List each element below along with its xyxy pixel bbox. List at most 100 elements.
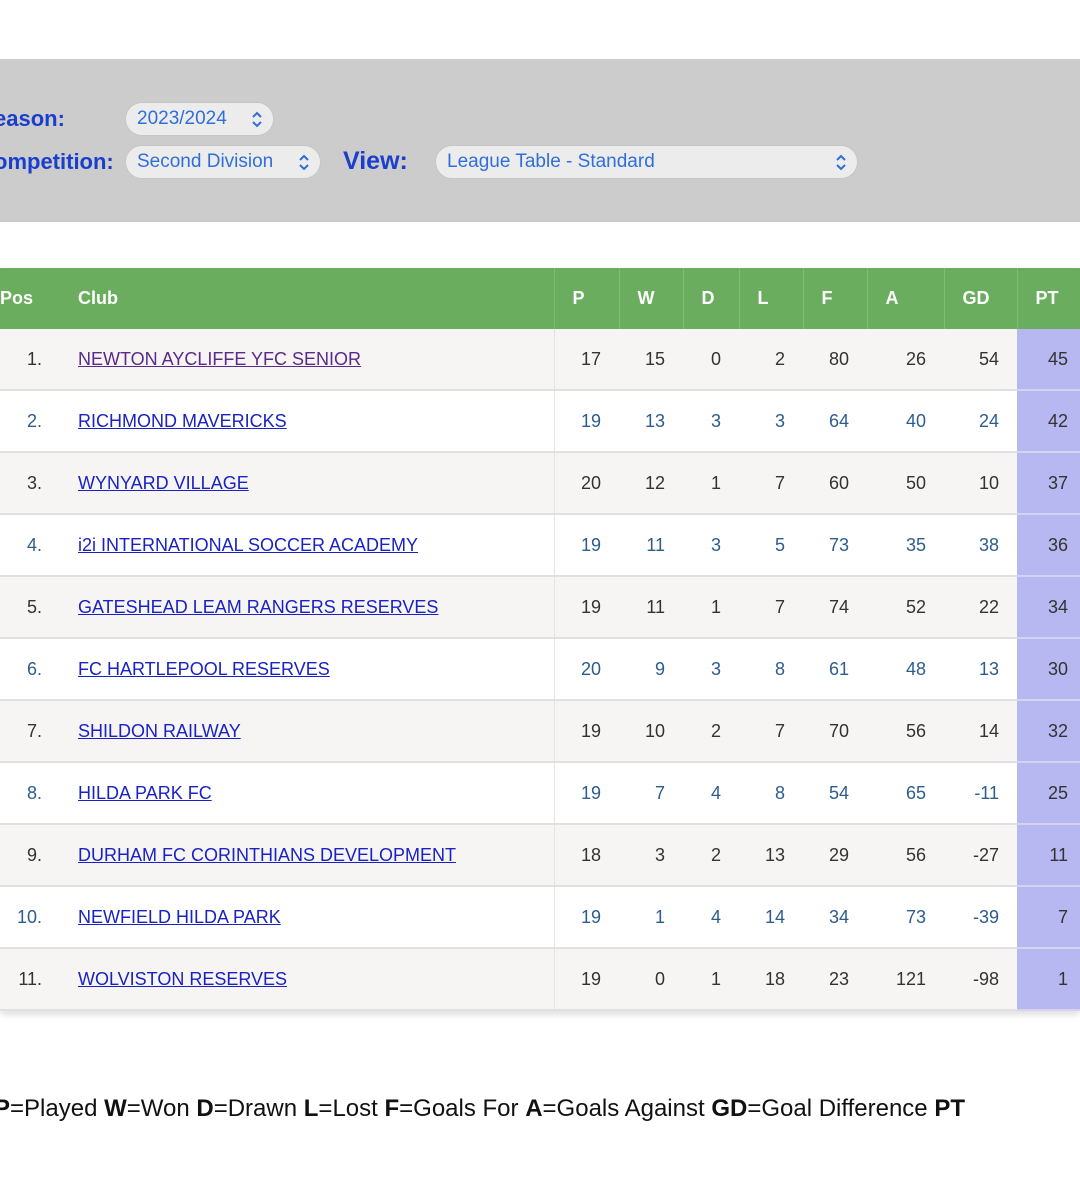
cell-played: 19 bbox=[553, 948, 619, 1011]
table-row: 5. GATESHEAD LEAM RANGERS RESERVES 19 11… bbox=[0, 576, 1080, 639]
cell-drawn: 3 bbox=[683, 638, 739, 701]
legend-text: =Goal Difference bbox=[747, 1095, 935, 1122]
filter-panel: eason: 2023/2024 ompetition: Second Divi… bbox=[0, 59, 1080, 222]
cell-points: 1 bbox=[1017, 948, 1080, 1011]
season-select[interactable]: 2023/2024 bbox=[125, 102, 274, 136]
cell-goals-for: 54 bbox=[803, 762, 867, 825]
cell-points: 36 bbox=[1017, 514, 1080, 577]
legend-text: =Goals For bbox=[399, 1095, 526, 1122]
row-position: 10. bbox=[0, 886, 60, 949]
cell-drawn: 1 bbox=[683, 576, 739, 639]
cell-goals-against: 56 bbox=[867, 700, 944, 763]
up-down-chevron-icon bbox=[252, 111, 262, 128]
row-position: 8. bbox=[0, 762, 60, 825]
club-link[interactable]: SHILDON RAILWAY bbox=[78, 720, 241, 741]
legend-text: =Goals Against bbox=[542, 1095, 712, 1122]
cell-goal-difference: 14 bbox=[944, 700, 1017, 763]
table-header-row: Pos Club P W D L F A GD PT bbox=[0, 268, 1080, 329]
club-link[interactable]: NEWFIELD HILDA PARK bbox=[78, 906, 281, 927]
view-select[interactable]: League Table - Standard bbox=[435, 145, 858, 179]
legend-key: D bbox=[196, 1095, 214, 1122]
cell-goals-for: 60 bbox=[803, 452, 867, 515]
cell-points: 42 bbox=[1017, 390, 1080, 453]
cell-lost: 3 bbox=[739, 390, 803, 453]
cell-goals-for: 73 bbox=[803, 514, 867, 577]
cell-played: 20 bbox=[553, 638, 619, 701]
row-position: 3. bbox=[0, 452, 60, 515]
cell-goals-against: 121 bbox=[867, 948, 944, 1011]
cell-points: 25 bbox=[1017, 762, 1080, 825]
club-link[interactable]: HILDA PARK FC bbox=[78, 782, 212, 803]
column-header-won: W bbox=[618, 268, 683, 329]
column-header-club: Club bbox=[60, 268, 554, 329]
row-position: 9. bbox=[0, 824, 60, 887]
column-header-lost: L bbox=[738, 268, 803, 329]
cell-goal-difference: 10 bbox=[944, 452, 1017, 515]
column-header-goals-for: F bbox=[802, 268, 867, 329]
cell-goal-difference: -98 bbox=[944, 948, 1017, 1011]
cell-drawn: 2 bbox=[683, 700, 739, 763]
cell-won: 1 bbox=[619, 886, 683, 949]
row-position: 6. bbox=[0, 638, 60, 701]
cell-goals-for: 64 bbox=[803, 390, 867, 453]
cell-lost: 18 bbox=[739, 948, 803, 1011]
legend-key: L bbox=[303, 1095, 319, 1122]
table-row: 7. SHILDON RAILWAY 19 10 2 7 70 56 14 32 bbox=[0, 700, 1080, 763]
cell-lost: 7 bbox=[739, 452, 803, 515]
cell-goals-for: 74 bbox=[803, 576, 867, 639]
club-link[interactable]: DURHAM FC CORINTHIANS DEVELOPMENT bbox=[78, 844, 457, 865]
competition-label: ompetition: bbox=[0, 149, 114, 174]
cell-played: 18 bbox=[553, 824, 619, 887]
cell-played: 19 bbox=[553, 886, 619, 949]
table-row: 8. HILDA PARK FC 19 7 4 8 54 65 -11 25 bbox=[0, 762, 1080, 825]
column-header-goals-against: A bbox=[866, 268, 944, 329]
club-link[interactable]: WOLVISTON RESERVES bbox=[78, 968, 288, 989]
cell-drawn: 3 bbox=[683, 514, 739, 577]
column-header-goal-difference: GD bbox=[943, 268, 1017, 329]
club-link[interactable]: WYNYARD VILLAGE bbox=[78, 472, 249, 493]
legend-key: F bbox=[384, 1095, 400, 1122]
column-header-points: PT bbox=[1016, 268, 1080, 329]
legend-key: W bbox=[104, 1095, 127, 1122]
cell-goals-against: 48 bbox=[867, 638, 944, 701]
cell-won: 7 bbox=[619, 762, 683, 825]
legend-key: PT bbox=[934, 1095, 965, 1122]
cell-played: 19 bbox=[553, 390, 619, 453]
cell-drawn: 0 bbox=[683, 329, 739, 391]
cell-lost: 8 bbox=[739, 638, 803, 701]
legend-text: =Played bbox=[10, 1095, 105, 1122]
legend-text: =Won bbox=[126, 1095, 197, 1122]
cell-points: 34 bbox=[1017, 576, 1080, 639]
cell-lost: 8 bbox=[739, 762, 803, 825]
cell-goals-against: 73 bbox=[867, 886, 944, 949]
view-label: View: bbox=[343, 147, 408, 175]
cell-drawn: 4 bbox=[683, 762, 739, 825]
cell-won: 11 bbox=[619, 576, 683, 639]
table-row: 11. WOLVISTON RESERVES 19 0 1 18 23 121 … bbox=[0, 948, 1080, 1011]
cell-drawn: 2 bbox=[683, 824, 739, 887]
club-link[interactable]: RICHMOND MAVERICKS bbox=[78, 410, 287, 431]
table-row: 2. RICHMOND MAVERICKS 19 13 3 3 64 40 24… bbox=[0, 390, 1080, 453]
competition-select[interactable]: Second Division bbox=[125, 145, 321, 179]
legend-key: A bbox=[525, 1095, 543, 1122]
club-link[interactable]: NEWTON AYCLIFFE YFC SENIOR bbox=[78, 348, 362, 369]
cell-points: 11 bbox=[1017, 824, 1080, 887]
cell-won: 9 bbox=[619, 638, 683, 701]
cell-goals-against: 52 bbox=[867, 576, 944, 639]
cell-played: 19 bbox=[553, 576, 619, 639]
cell-points: 45 bbox=[1017, 329, 1080, 391]
cell-played: 17 bbox=[553, 329, 619, 391]
cell-goals-against: 26 bbox=[867, 329, 944, 391]
cell-won: 12 bbox=[619, 452, 683, 515]
cell-goals-for: 80 bbox=[803, 329, 867, 391]
column-header-pos: Pos bbox=[0, 268, 60, 329]
cell-won: 0 bbox=[619, 948, 683, 1011]
club-link[interactable]: i2i INTERNATIONAL SOCCER ACADEMY bbox=[78, 534, 419, 555]
cell-drawn: 1 bbox=[683, 452, 739, 515]
club-link[interactable]: GATESHEAD LEAM RANGERS RESERVES bbox=[78, 596, 439, 617]
cell-won: 3 bbox=[619, 824, 683, 887]
view-select-value: League Table - Standard bbox=[447, 151, 655, 172]
cell-lost: 5 bbox=[739, 514, 803, 577]
cell-goals-against: 50 bbox=[867, 452, 944, 515]
club-link[interactable]: FC HARTLEPOOL RESERVES bbox=[78, 658, 330, 679]
